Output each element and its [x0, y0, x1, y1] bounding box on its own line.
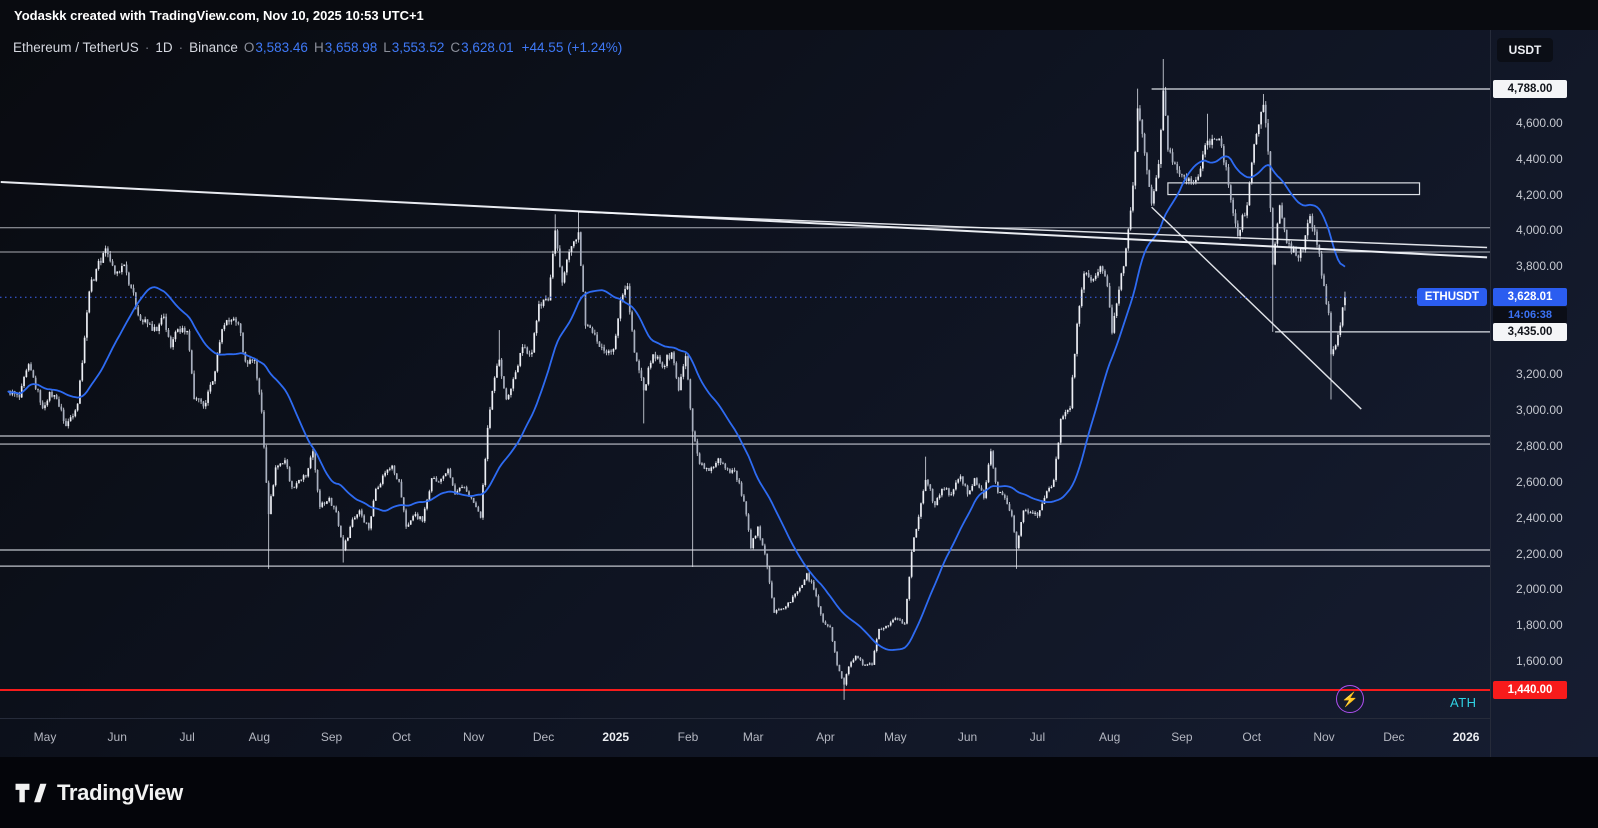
price-tick-label: 2,000.00: [1516, 582, 1563, 597]
time-axis-month-label: Aug: [1098, 730, 1121, 744]
tradingview-logo-icon[interactable]: [14, 782, 48, 804]
price-tick-label: 2,600.00: [1516, 474, 1563, 489]
time-axis-year-label: 2026: [1452, 730, 1480, 744]
interval-label[interactable]: 1D: [155, 40, 173, 55]
change-label: +44.55 (+1.24%): [521, 40, 623, 55]
symbol-info-bar: Ethereum / TetherUS · 1D · Binance O3,58…: [13, 40, 622, 55]
footer-bar: TradingView: [0, 757, 1598, 828]
price-tick-label: 3,200.00: [1516, 367, 1563, 382]
time-axis-month-label: Jun: [957, 730, 978, 744]
ohlc-low: L3,553.52: [383, 40, 445, 55]
price-flag-ath: 4,788.00: [1493, 80, 1567, 98]
ath-annotation: ATH: [1450, 695, 1477, 710]
time-axis-month-label: May: [883, 730, 907, 744]
price-tick-label: 2,400.00: [1516, 510, 1563, 525]
separator-dot: ·: [144, 40, 150, 55]
time-axis-month-label: Dec: [1383, 730, 1405, 744]
symbol-price-flag: ETHUSDT: [1416, 288, 1487, 307]
exchange-label[interactable]: Binance: [189, 40, 238, 55]
time-axis-month-label: Apr: [816, 730, 835, 744]
price-tick-label: 2,200.00: [1516, 546, 1563, 561]
time-axis-month-label: Oct: [1242, 730, 1262, 744]
price-flag-support: 3,435.00: [1493, 322, 1567, 341]
time-axis-month-label: Oct: [392, 730, 411, 744]
price-tick-label: 3,800.00: [1516, 259, 1563, 274]
ohlc-high: H3,658.98: [313, 40, 378, 55]
chart-region: Ethereum / TetherUS · 1D · Binance O3,58…: [0, 30, 1490, 757]
ohlc-open: O3,583.46: [243, 40, 308, 55]
current-price-flag: 3,628.01: [1493, 288, 1567, 307]
time-axis-month-label: May: [33, 730, 57, 744]
lightning-icon: ⚡: [1341, 691, 1359, 707]
lightning-marker[interactable]: ⚡: [1336, 685, 1364, 713]
bar-close-countdown: 14:06:38: [1493, 307, 1567, 324]
price-flag-red-level: 1,440.00: [1493, 681, 1567, 699]
time-axis-month-label: Dec: [532, 730, 555, 744]
currency-toggle-button[interactable]: USDT: [1497, 38, 1553, 62]
symbol-title[interactable]: Ethereum / TetherUS: [13, 40, 139, 55]
separator-dot: ·: [178, 40, 184, 55]
time-axis-year-label: 2025: [602, 730, 630, 744]
price-tick-label: 4,200.00: [1516, 187, 1563, 202]
price-chart-canvas[interactable]: [0, 30, 1490, 718]
time-axis-month-label: Nov: [462, 730, 485, 744]
watermark-text: Yodaskk created with TradingView.com, No…: [14, 7, 424, 23]
price-tick-label: 3,000.00: [1516, 402, 1563, 417]
ohlc-close: C3,628.01: [450, 40, 514, 55]
time-axis-month-label: Feb: [677, 730, 699, 744]
watermark-bar: Yodaskk created with TradingView.com, No…: [0, 0, 1598, 30]
price-tick-label: 4,400.00: [1516, 151, 1563, 166]
chart-main: Ethereum / TetherUS · 1D · Binance O3,58…: [0, 30, 1598, 757]
tradingview-wordmark[interactable]: TradingView: [57, 779, 183, 805]
time-axis-month-label: Jul: [179, 730, 195, 744]
time-axis-month-label: Mar: [742, 730, 764, 744]
price-tick-label: 1,600.00: [1516, 654, 1563, 669]
price-tick-label: 2,800.00: [1516, 438, 1563, 453]
time-axis-month-label: Sep: [320, 730, 343, 744]
price-axis[interactable]: USDT 4,788.00 3,628.01 14:06:38 3,435.00…: [1490, 30, 1598, 757]
time-axis-month-label: Nov: [1313, 730, 1335, 744]
time-axis-month-label: Jul: [1029, 730, 1046, 744]
time-axis-month-label: Sep: [1171, 730, 1193, 744]
time-axis-month-label: Jun: [107, 730, 127, 744]
time-axis[interactable]: May Jun Jul Aug Sep Oct Nov Dec 2025 Feb Mar Apr May…: [0, 718, 1490, 757]
price-tick-label: 1,800.00: [1516, 618, 1563, 633]
price-tick-label: 4,600.00: [1516, 115, 1563, 130]
price-tick-label: 4,000.00: [1516, 223, 1563, 238]
time-axis-month-label: Aug: [248, 730, 271, 744]
